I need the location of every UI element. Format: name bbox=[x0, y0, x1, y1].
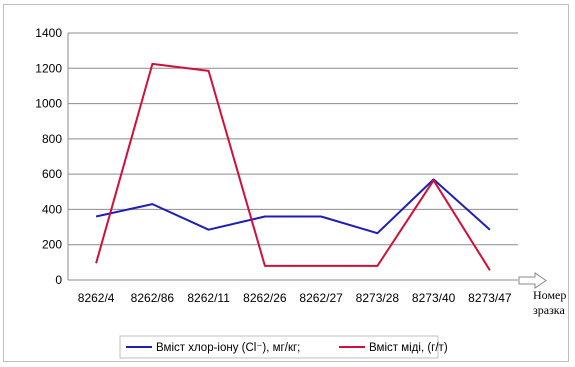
y-tick-label: 1000 bbox=[35, 97, 62, 111]
x-tick-label: 8273/28 bbox=[356, 291, 400, 305]
y-tick-label: 1400 bbox=[35, 26, 62, 40]
series-line-1 bbox=[95, 62, 491, 271]
y-tick-label: 600 bbox=[42, 167, 62, 181]
x-tick-label: 8262/86 bbox=[131, 291, 175, 305]
legend-label-copper: Вміст міді, (г/т) bbox=[369, 342, 448, 354]
y-tick-label: 1200 bbox=[35, 61, 62, 75]
y-tick-label: 800 bbox=[42, 132, 62, 146]
series-lines bbox=[95, 62, 491, 271]
y-tick-label: 0 bbox=[55, 273, 62, 287]
x-axis-note-line1: Номер bbox=[533, 288, 566, 302]
x-axis-ticks: 8262/4 8262/86 8262/11 8262/26 8262/27 8273/2… bbox=[78, 291, 512, 305]
gridlines bbox=[68, 32, 518, 246]
x-tick-label: 8262/26 bbox=[243, 291, 287, 305]
x-tick-label: 8262/4 bbox=[78, 291, 115, 305]
legend: Вміст хлор-іону (Cl⁻), мг/кг; Вміст міді… bbox=[119, 335, 448, 359]
chart-frame bbox=[3, 4, 569, 362]
y-tick-label: 400 bbox=[42, 202, 62, 216]
x-axis-note-line2: зразка bbox=[533, 303, 565, 317]
series-line-0 bbox=[95, 178, 491, 235]
y-tick-label: 200 bbox=[42, 238, 62, 252]
x-tick-label: 8273/40 bbox=[412, 291, 456, 305]
x-tick-label: 8262/27 bbox=[299, 291, 343, 305]
legend-label-chloride: Вміст хлор-іону (Cl⁻), мг/кг; bbox=[156, 342, 300, 354]
legend-box bbox=[119, 335, 439, 359]
axes bbox=[67, 33, 518, 281]
y-axis-ticks: 0 200 400 600 800 1000 1200 1400 bbox=[35, 26, 62, 287]
x-tick-label: 8273/47 bbox=[468, 291, 512, 305]
x-axis-arrow bbox=[518, 272, 547, 289]
x-tick-label: 8262/11 bbox=[187, 291, 230, 305]
